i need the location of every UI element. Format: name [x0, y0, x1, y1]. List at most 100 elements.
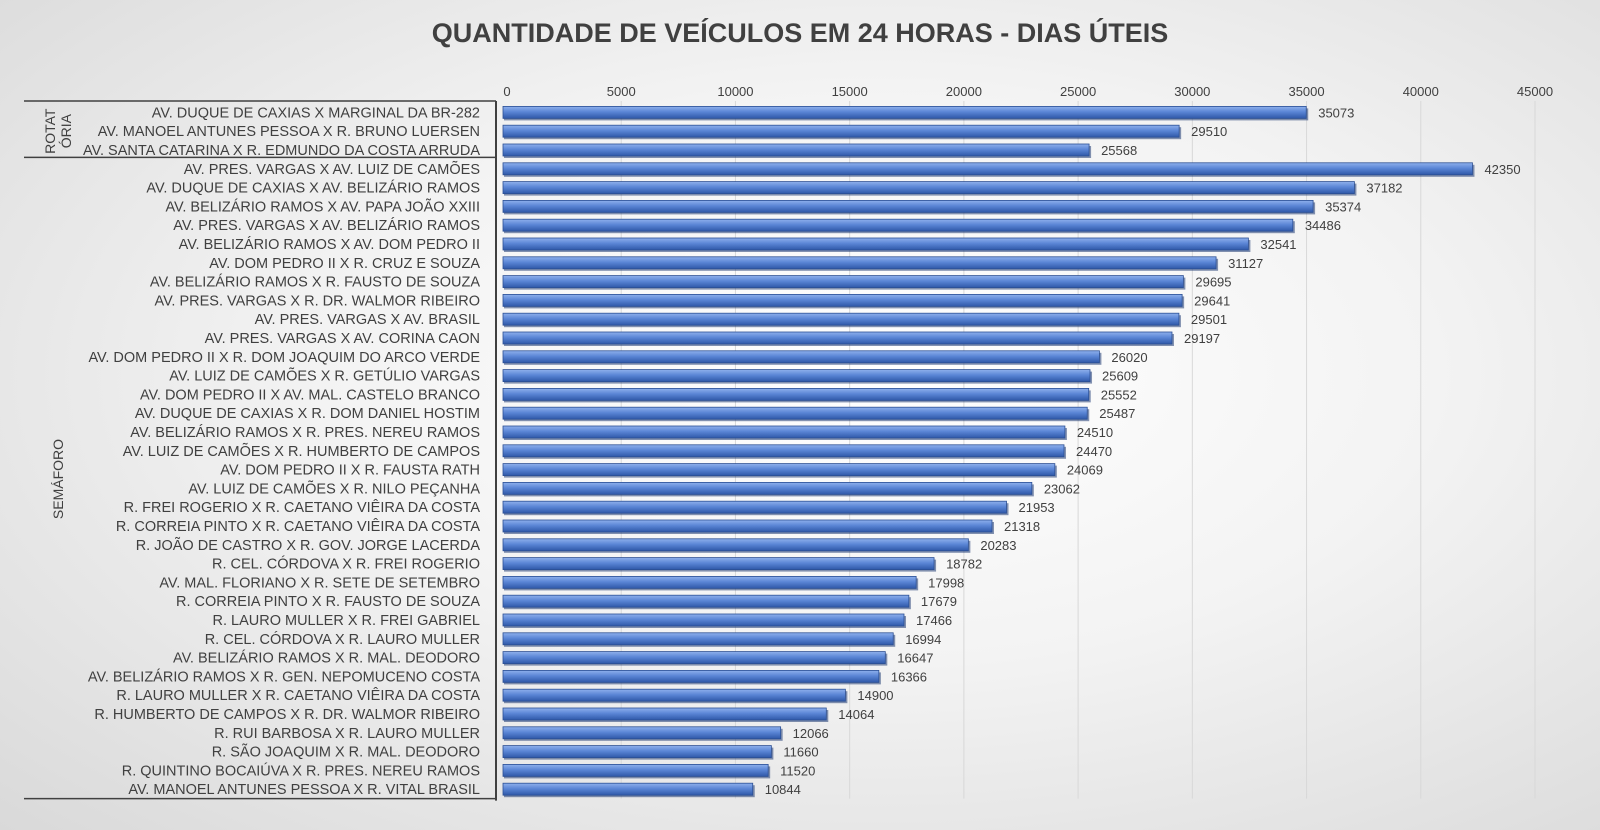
x-tick-label: 0 — [503, 84, 510, 99]
bar — [502, 557, 935, 570]
data-label: 23062 — [1044, 481, 1080, 496]
bar — [502, 707, 827, 721]
bar — [502, 181, 1355, 195]
category-label: AV. LUIZ DE CAMÕES X R. NILO PEÇANHA — [188, 480, 480, 497]
category-label: AV. PRES. VARGAS X AV. LUIZ DE CAMÕES — [184, 161, 480, 178]
data-label: 24069 — [1067, 463, 1103, 478]
category-label: AV. DOM PEDRO II X R. FAUSTA RATH — [220, 463, 480, 479]
data-label: 21318 — [1004, 519, 1040, 534]
group-label-line: SEMÁFORO — [50, 439, 66, 519]
data-labels: 35073 29510 25568 42350 37182 35374 34486 32541… — [765, 105, 1521, 797]
data-label: 29641 — [1194, 293, 1230, 308]
bar — [502, 425, 1066, 439]
category-label: AV. DOM PEDRO II X R. CRUZ E SOUZA — [209, 256, 480, 272]
category-label: R. CEL. CÓRDOVA X R. LAURO MULLER — [205, 631, 480, 648]
bar — [502, 237, 1249, 251]
data-label: 10844 — [765, 782, 801, 797]
bar — [502, 764, 769, 777]
data-label: 29501 — [1191, 312, 1227, 327]
bar — [502, 199, 1314, 213]
bar — [502, 594, 910, 608]
bar — [502, 275, 1184, 289]
category-label: AV. PRES. VARGAS X AV. BRASIL — [255, 312, 480, 328]
category-label: AV. DOM PEDRO II X R. DOM JOAQUIM DO ARC… — [88, 350, 480, 366]
data-label: 21953 — [1019, 500, 1055, 515]
category-label: AV. MANOEL ANTUNES PESSOA X R. BRUNO LUE… — [98, 124, 480, 140]
data-label: 31127 — [1228, 256, 1263, 271]
bar — [502, 106, 1307, 119]
bar — [502, 444, 1065, 458]
data-label: 35073 — [1318, 105, 1354, 120]
bar — [502, 782, 754, 796]
data-label: 42350 — [1484, 162, 1520, 177]
data-label: 11520 — [780, 763, 815, 778]
data-label: 18782 — [946, 557, 982, 572]
data-label: 26020 — [1111, 350, 1147, 365]
bar — [502, 500, 1007, 514]
category-label: AV. PRES. VARGAS X R. DR. WALMOR RIBEIRO — [154, 293, 480, 309]
data-label: 24510 — [1077, 425, 1113, 440]
bar — [502, 293, 1183, 307]
category-label: AV. MAL. FLORIANO X R. SETE DE SETEMBRO — [159, 575, 480, 591]
category-label: R. FREI ROGERIO X R. CAETANO VIÊIRA DA C… — [124, 499, 481, 516]
data-label: 17466 — [916, 613, 952, 628]
bar — [502, 218, 1294, 232]
category-label: AV. BELIZÁRIO RAMOS X R. PRES. NEREU RAM… — [130, 424, 480, 441]
group-label-line: ÓRIA — [58, 113, 74, 148]
data-label: 29695 — [1195, 275, 1231, 290]
bar — [502, 688, 846, 702]
data-label: 16647 — [897, 651, 933, 666]
data-label: 16994 — [905, 632, 941, 647]
x-tick-label: 40000 — [1403, 84, 1439, 99]
x-tick-label: 5000 — [607, 84, 636, 99]
bar — [502, 312, 1180, 326]
category-label: AV. DOM PEDRO II X AV. MAL. CASTELO BRAN… — [140, 387, 480, 403]
data-label: 32541 — [1260, 237, 1296, 252]
x-tick-label: 15000 — [832, 84, 868, 99]
category-label: AV. DUQUE DE CAXIAS X MARGINAL DA BR-282 — [152, 105, 480, 121]
category-label: AV. BELIZÁRIO RAMOS X AV. DOM PEDRO II — [179, 236, 480, 253]
bar — [502, 745, 772, 758]
category-label: AV. BELIZÁRIO RAMOS X R. GEN. NEPOMUCENO… — [88, 668, 480, 685]
category-label: AV. PRES. VARGAS X AV. BELIZÁRIO RAMOS — [173, 217, 480, 234]
data-label: 25609 — [1102, 369, 1138, 384]
bar — [502, 481, 1033, 495]
category-label: AV. LUIZ DE CAMÕES X R. HUMBERTO DE CAMP… — [123, 443, 480, 460]
bar — [502, 576, 917, 589]
category-label: AV. DUQUE DE CAXIAS X R. DOM DANIEL HOST… — [135, 406, 480, 422]
bars — [502, 106, 1475, 798]
x-tick-label: 25000 — [1060, 84, 1096, 99]
category-label: AV. MANOEL ANTUNES PESSOA X R. VITAL BRA… — [128, 782, 480, 798]
data-label: 25568 — [1101, 143, 1137, 158]
category-label: R. CORREIA PINTO X R. CAETANO VIÊIRA DA … — [116, 518, 481, 535]
data-label: 12066 — [793, 726, 829, 741]
category-label: R. CEL. CÓRDOVA X R. FREI ROGERIO — [212, 556, 480, 573]
x-tick-label: 10000 — [717, 84, 753, 99]
data-label: 37182 — [1366, 181, 1402, 196]
bar — [502, 519, 993, 533]
data-label: 16366 — [891, 669, 927, 684]
category-label: AV. LUIZ DE CAMÕES X R. GETÚLIO VARGAS — [169, 368, 480, 385]
bar — [502, 143, 1090, 157]
bar — [502, 124, 1180, 138]
data-label: 29510 — [1191, 124, 1227, 139]
category-label: AV. BELIZÁRIO RAMOS X R. MAL. DEODORO — [173, 650, 480, 667]
data-label: 34486 — [1305, 218, 1341, 233]
bar — [502, 350, 1100, 364]
x-axis-ticks: 0 5000 10000 15000 20000 25000 30000 35000 40000… — [503, 84, 1553, 99]
gridlines — [620, 101, 1536, 799]
data-label: 11660 — [783, 745, 818, 760]
group-label: SEMÁFORO — [50, 439, 66, 519]
category-label: R. QUINTINO BOCAIÚVA X R. PRES. NEREU RA… — [122, 762, 480, 779]
bar — [502, 632, 894, 646]
data-label: 35374 — [1325, 199, 1361, 214]
data-label: 14900 — [857, 688, 893, 703]
bar — [502, 670, 880, 683]
category-label: R. SÃO JOAQUIM X R. MAL. DEODORO — [212, 744, 480, 761]
data-label: 25487 — [1099, 406, 1135, 421]
x-tick-label: 45000 — [1517, 84, 1553, 99]
category-label: R. RUI BARBOSA X R. LAURO MULLER — [214, 726, 480, 742]
bar — [502, 331, 1173, 345]
